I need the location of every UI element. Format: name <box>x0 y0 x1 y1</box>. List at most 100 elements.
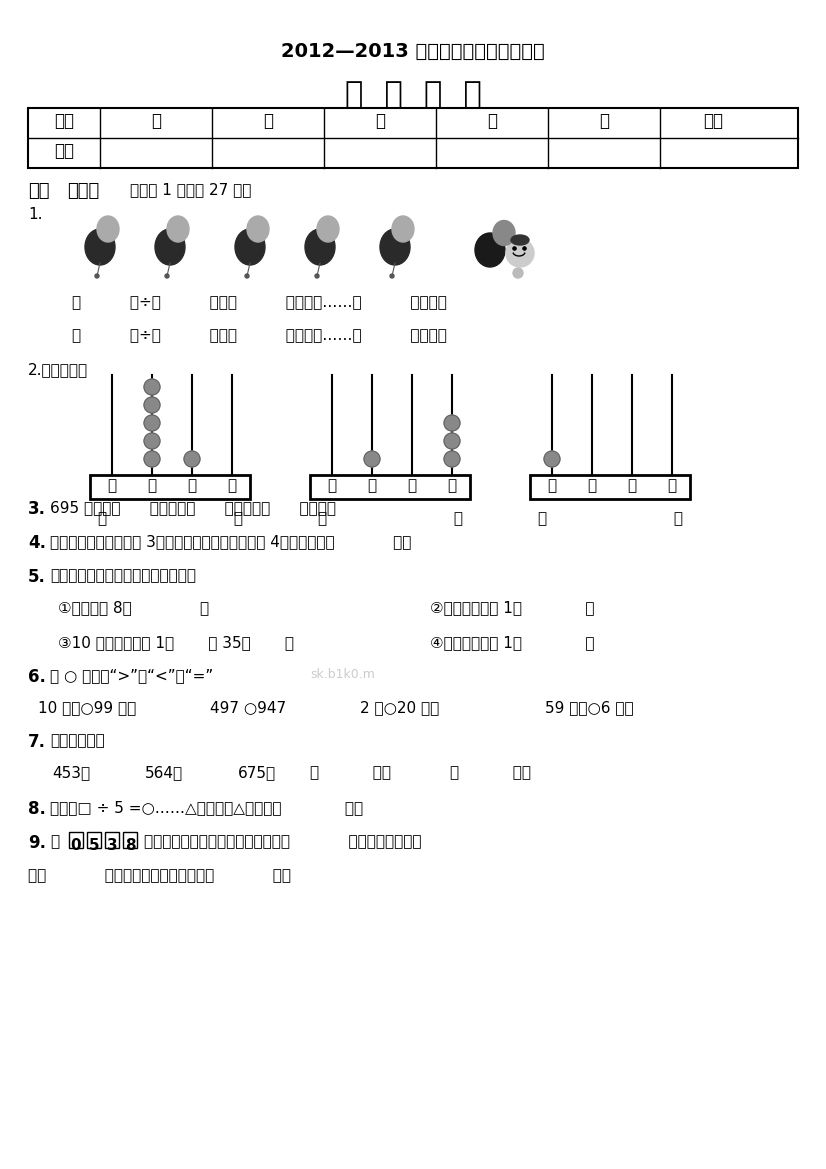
Text: 十: 十 <box>188 478 197 493</box>
Text: （          ）÷（          ）＝（          ）（束）……（          ）（个）: （ ）÷（ ）＝（ ）（束）……（ ）（个） <box>72 328 447 343</box>
Ellipse shape <box>493 221 515 245</box>
Bar <box>123 832 137 848</box>
Bar <box>530 475 690 499</box>
Circle shape <box>144 397 160 413</box>
Text: 五: 五 <box>599 112 609 130</box>
Text: 在下面括号里填上合适的单位名称。: 在下面括号里填上合适的单位名称。 <box>50 568 196 583</box>
Text: 千: 千 <box>548 478 557 493</box>
Circle shape <box>184 451 200 466</box>
Circle shape <box>444 451 460 466</box>
Text: 得分: 得分 <box>54 141 74 160</box>
Text: 6.: 6. <box>28 667 46 686</box>
Circle shape <box>245 274 249 278</box>
Text: 题号: 题号 <box>54 112 74 130</box>
Text: 四: 四 <box>487 112 497 130</box>
Text: 5.: 5. <box>28 568 46 586</box>
Text: 个: 个 <box>667 478 676 493</box>
Text: 小  二  数  学: 小 二 数 学 <box>344 79 482 109</box>
Ellipse shape <box>317 216 339 242</box>
Text: 9.: 9. <box>28 833 46 852</box>
Ellipse shape <box>85 229 115 265</box>
Text: 8: 8 <box>125 838 135 853</box>
Text: 2 米○20 分米: 2 米○20 分米 <box>360 700 439 715</box>
Text: 675、: 675、 <box>238 765 276 780</box>
Text: 在 ○ 里填上“>”、“<”或“=”: 在 ○ 里填上“>”、“<”或“=” <box>50 667 213 683</box>
Text: 从: 从 <box>50 833 59 849</box>
Circle shape <box>364 451 380 466</box>
Text: 在算式□ ÷ 5 =○……△中，余数△最大是（             ）。: 在算式□ ÷ 5 =○……△中，余数△最大是（ ）。 <box>50 800 363 815</box>
Bar <box>90 475 250 499</box>
Text: ①课桌高约 8（              ）: ①课桌高约 8（ ） <box>58 600 209 615</box>
Text: 千: 千 <box>327 478 336 493</box>
Text: 1.: 1. <box>28 207 42 222</box>
Text: 百: 百 <box>368 478 377 493</box>
Text: （每空 1 分，共 27 分）: （每空 1 分，共 27 分） <box>130 182 251 198</box>
Ellipse shape <box>235 229 265 265</box>
Ellipse shape <box>155 229 185 265</box>
Circle shape <box>444 415 460 431</box>
Bar <box>310 475 470 499</box>
Text: 3.: 3. <box>28 500 46 518</box>
Circle shape <box>390 274 394 278</box>
Circle shape <box>144 379 160 395</box>
Text: 二: 二 <box>263 112 273 130</box>
Ellipse shape <box>380 229 410 265</box>
Ellipse shape <box>392 216 414 242</box>
Text: 497 ○947: 497 ○947 <box>210 700 286 715</box>
Text: 千: 千 <box>107 478 116 493</box>
Text: （          ）÷（          ）＝（          ）（个）……（          ）（个）: （ ）÷（ ）＝（ ）（个）……（ ）（个） <box>72 295 447 310</box>
Circle shape <box>444 433 460 449</box>
Ellipse shape <box>511 235 529 245</box>
Text: 10 分米○99 厘米: 10 分米○99 厘米 <box>38 700 136 715</box>
Bar <box>69 832 83 848</box>
Text: ②一支粉笔长月 1（             ）: ②一支粉笔长月 1（ ） <box>430 600 595 615</box>
Circle shape <box>95 274 99 278</box>
Text: 十: 十 <box>407 478 416 493</box>
Text: 个: 个 <box>448 478 457 493</box>
Circle shape <box>144 451 160 466</box>
Text: 个: 个 <box>227 478 236 493</box>
Text: 3: 3 <box>107 838 117 853</box>
Text: 我会填: 我会填 <box>67 182 99 200</box>
Ellipse shape <box>475 233 505 267</box>
Text: 十: 十 <box>628 478 637 493</box>
Text: 按规律填数。: 按规律填数。 <box>50 733 105 748</box>
Text: 2.看图写数。: 2.看图写数。 <box>28 362 88 376</box>
Bar <box>28 108 798 168</box>
Text: 564、: 564、 <box>145 765 183 780</box>
Text: 5: 5 <box>88 838 99 853</box>
Text: 59 毫米○6 厘米: 59 毫米○6 厘米 <box>545 700 634 715</box>
Text: 4.: 4. <box>28 534 46 552</box>
Text: 一、: 一、 <box>28 182 50 200</box>
Ellipse shape <box>97 216 119 242</box>
Text: （                          ）: （ ） <box>97 511 243 526</box>
Ellipse shape <box>513 268 523 278</box>
Text: 三: 三 <box>375 112 385 130</box>
Bar <box>87 832 101 848</box>
Text: 总分: 总分 <box>703 112 723 130</box>
Text: 百: 百 <box>147 478 157 493</box>
Text: ③10 岁的小明身高 1（       ） 35（       ）: ③10 岁的小明身高 1（ ） 35（ ） <box>58 635 294 650</box>
Text: 一个三位数，十位上是 3，百位上和个位上的数都是 4，这个数是（            ）。: 一个三位数，十位上是 3，百位上和个位上的数都是 4，这个数是（ ）。 <box>50 534 411 549</box>
Circle shape <box>315 274 319 278</box>
Text: 百: 百 <box>587 478 596 493</box>
Text: sk.b1k0.m: sk.b1k0.m <box>310 667 375 682</box>
Text: 453、: 453、 <box>52 765 90 780</box>
Ellipse shape <box>305 229 335 265</box>
Circle shape <box>144 433 160 449</box>
Text: （                          ）: （ ） <box>317 511 463 526</box>
Text: 0: 0 <box>71 838 81 853</box>
Text: （           ）、: （ ）、 <box>310 765 391 780</box>
Text: 8.: 8. <box>28 800 46 818</box>
Circle shape <box>165 274 169 278</box>
Text: 7.: 7. <box>28 733 46 750</box>
Text: （           ）。: （ ）。 <box>450 765 531 780</box>
Text: ④数学课本厚约 1（             ）: ④数学课本厚约 1（ ） <box>430 635 595 650</box>
Text: （                          ）: （ ） <box>538 511 682 526</box>
Text: 一: 一 <box>151 112 161 130</box>
Text: 695 里面有（      ）个百，（      ）个十和（      ）个一。: 695 里面有（ ）个百，（ ）个十和（ ）个一。 <box>50 500 336 516</box>
Text: 是（            ），这两个三位数的和是（            ）。: 是（ ），这两个三位数的和是（ ）。 <box>28 869 291 883</box>
Ellipse shape <box>167 216 189 242</box>
Circle shape <box>144 415 160 431</box>
Circle shape <box>544 451 560 466</box>
